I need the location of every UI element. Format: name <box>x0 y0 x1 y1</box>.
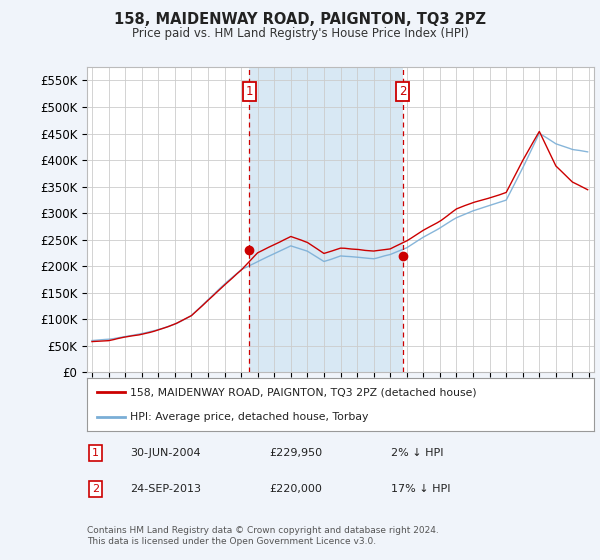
Text: 2: 2 <box>92 484 99 494</box>
Text: 24-SEP-2013: 24-SEP-2013 <box>130 484 201 494</box>
Text: 30-JUN-2004: 30-JUN-2004 <box>130 448 201 458</box>
Text: HPI: Average price, detached house, Torbay: HPI: Average price, detached house, Torb… <box>130 412 368 422</box>
Text: 1: 1 <box>92 448 99 458</box>
Text: 2: 2 <box>399 85 406 98</box>
Text: 158, MAIDENWAY ROAD, PAIGNTON, TQ3 2PZ (detached house): 158, MAIDENWAY ROAD, PAIGNTON, TQ3 2PZ (… <box>130 388 477 398</box>
Text: 1: 1 <box>245 85 253 98</box>
Text: 158, MAIDENWAY ROAD, PAIGNTON, TQ3 2PZ: 158, MAIDENWAY ROAD, PAIGNTON, TQ3 2PZ <box>114 12 486 27</box>
Text: £229,950: £229,950 <box>269 448 323 458</box>
Text: 17% ↓ HPI: 17% ↓ HPI <box>391 484 451 494</box>
Text: 2% ↓ HPI: 2% ↓ HPI <box>391 448 444 458</box>
Text: Price paid vs. HM Land Registry's House Price Index (HPI): Price paid vs. HM Land Registry's House … <box>131 27 469 40</box>
Bar <box>250 67 403 372</box>
Text: Contains HM Land Registry data © Crown copyright and database right 2024.
This d: Contains HM Land Registry data © Crown c… <box>87 526 439 546</box>
Text: £220,000: £220,000 <box>269 484 322 494</box>
